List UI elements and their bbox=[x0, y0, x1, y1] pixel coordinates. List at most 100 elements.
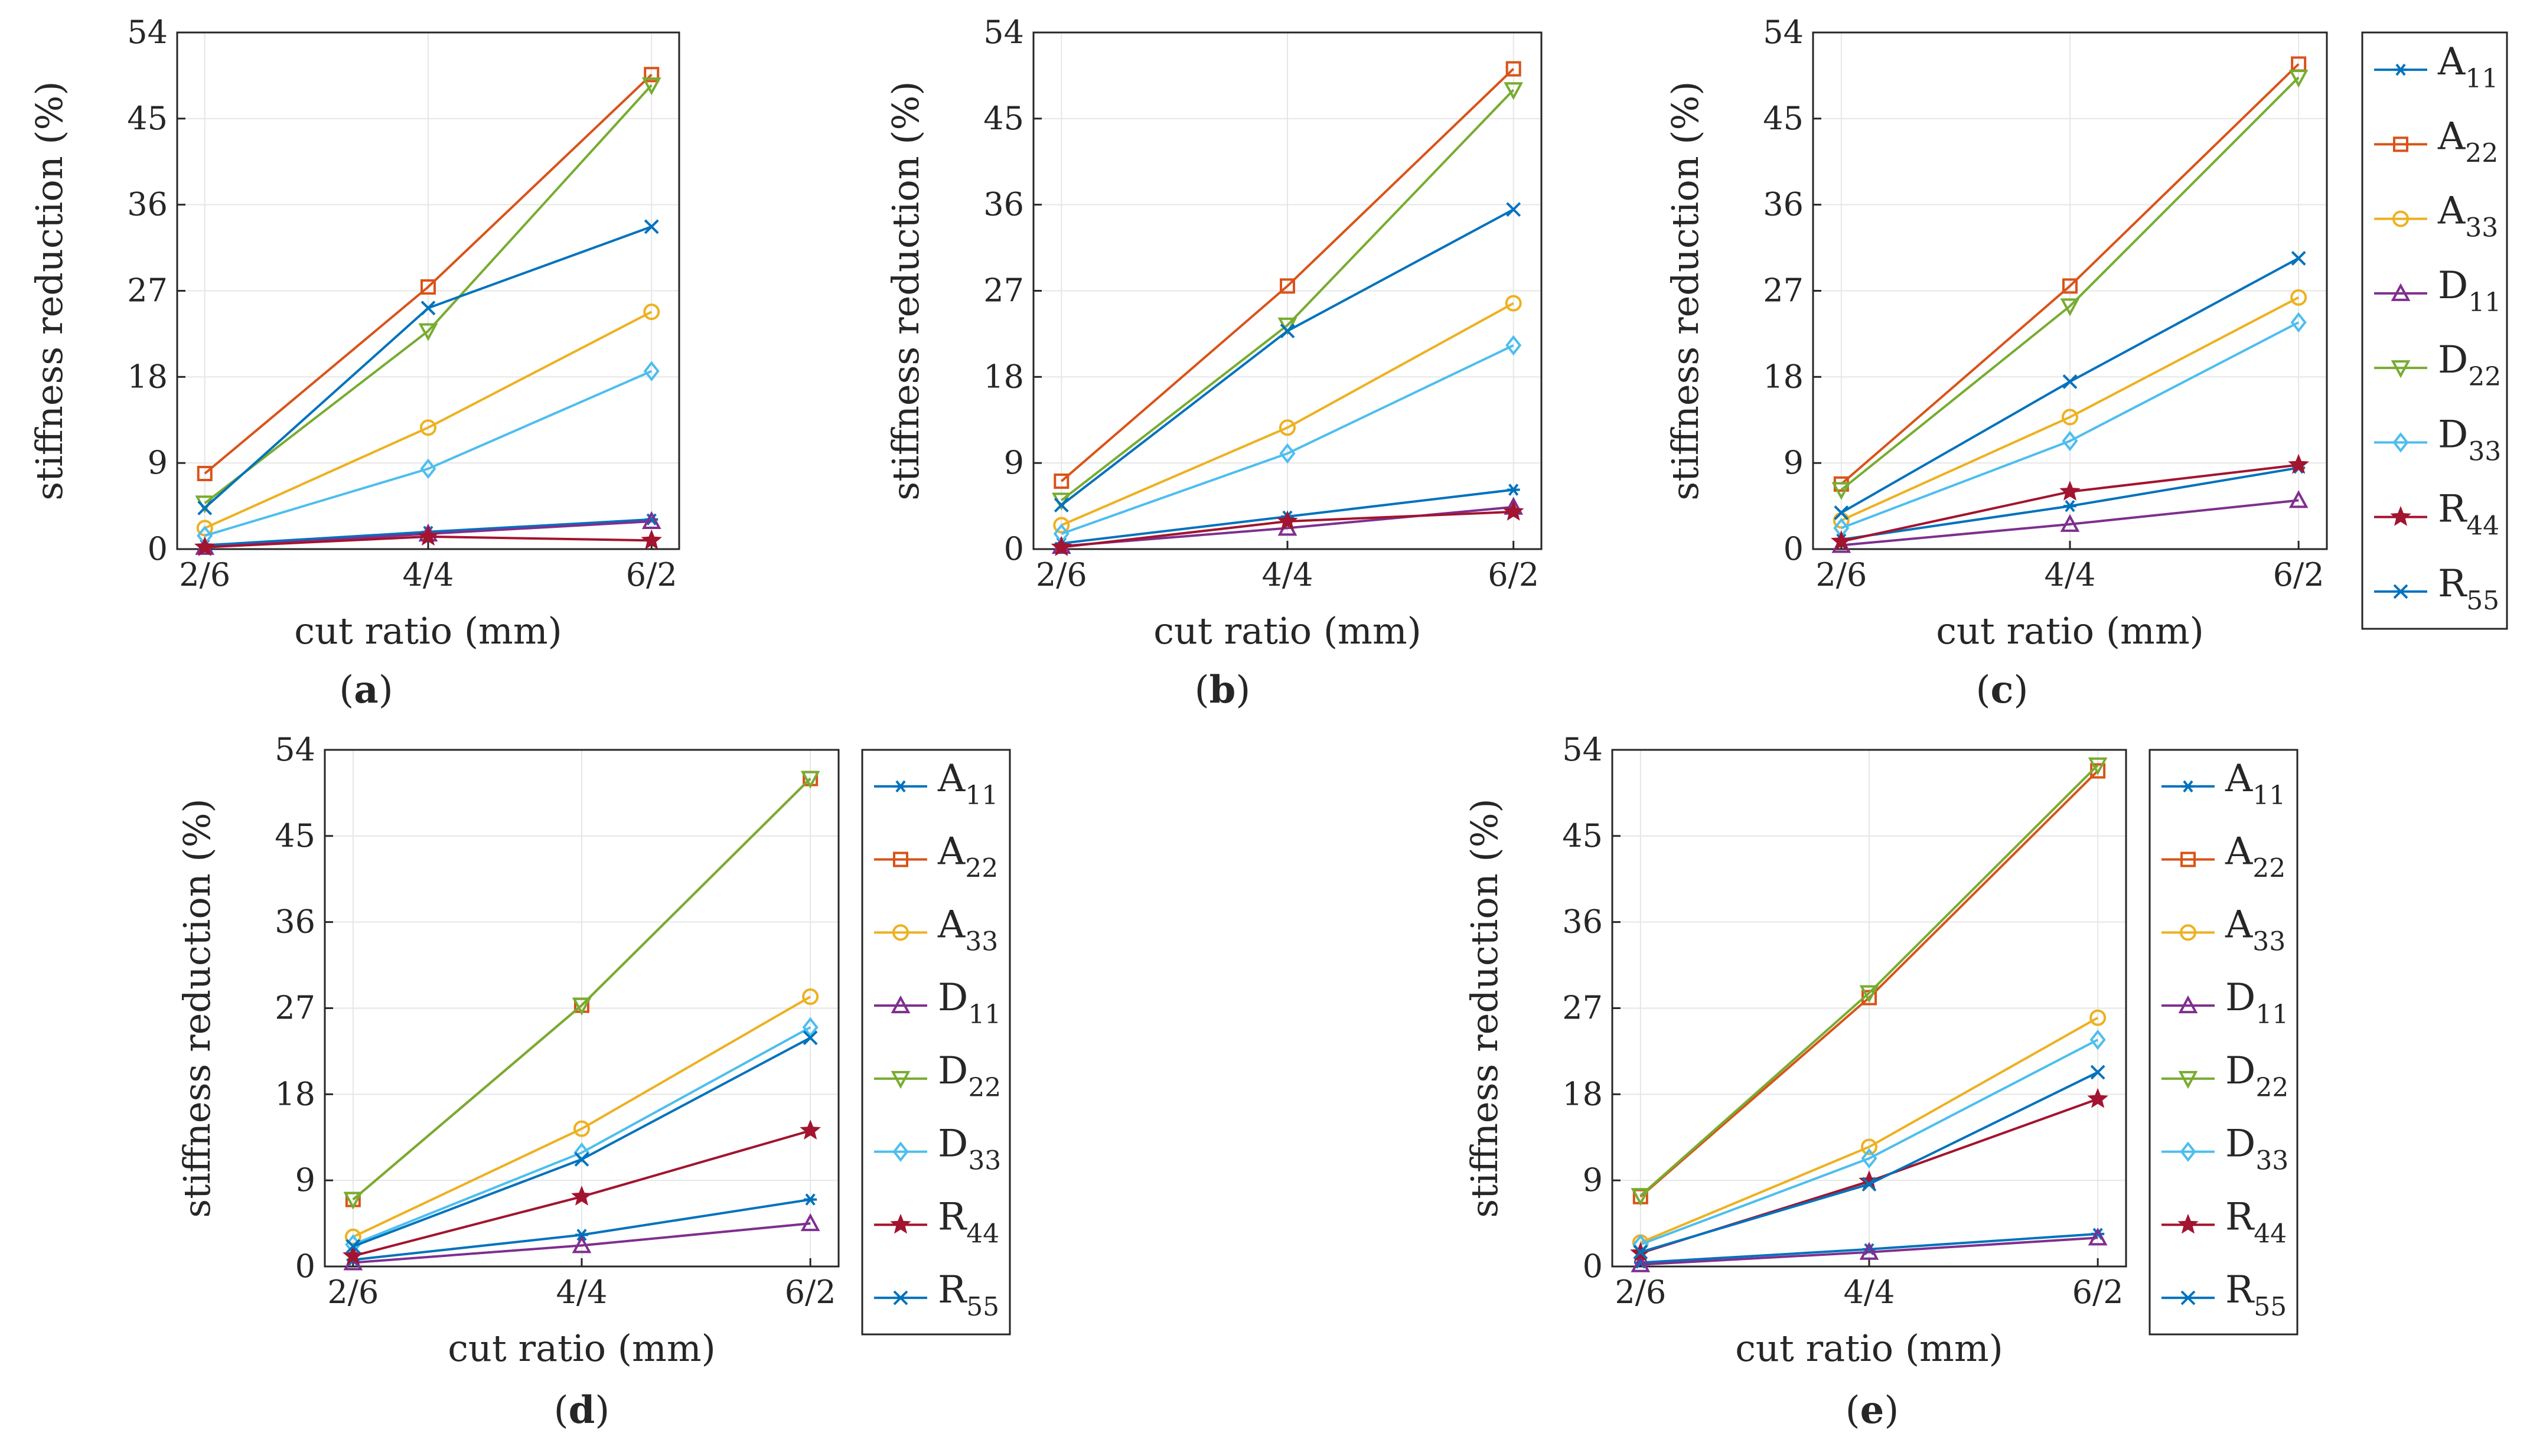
x-tick-label: 2/6 bbox=[327, 1274, 379, 1311]
data-point-d11 bbox=[572, 1235, 592, 1253]
panel-label: (d) bbox=[554, 1388, 610, 1432]
legend-label: D11 bbox=[2438, 264, 2501, 318]
panel-label: (c) bbox=[1976, 668, 2029, 712]
y-tick-label: 45 bbox=[1763, 100, 1804, 137]
y-tick-label: 9 bbox=[1583, 1161, 1603, 1199]
series-a33 bbox=[1053, 295, 1522, 534]
legend-label: D33 bbox=[2438, 413, 2501, 466]
data-point-a22 bbox=[644, 67, 660, 83]
legend-label: D22 bbox=[2225, 1049, 2288, 1103]
legend-label: D22 bbox=[2438, 338, 2501, 392]
data-point-a33 bbox=[573, 1120, 590, 1137]
y-tick-label: 9 bbox=[295, 1161, 315, 1199]
data-point-r55 bbox=[1506, 202, 1521, 217]
data-point-r55 bbox=[1861, 1177, 1877, 1192]
y-tick-label: 54 bbox=[127, 14, 168, 51]
series-r55 bbox=[1834, 250, 2306, 520]
data-point-a11 bbox=[804, 1193, 817, 1206]
legend-label: D33 bbox=[938, 1122, 1001, 1176]
x-axis-label: cut ratio (mm) bbox=[448, 1327, 716, 1370]
legend-marker-r44 bbox=[890, 1213, 911, 1234]
data-point-d11 bbox=[2088, 1228, 2108, 1246]
legend-item-d33: D33 bbox=[874, 1122, 1001, 1176]
series-r44 bbox=[343, 1119, 821, 1265]
legend-marker-r44 bbox=[2177, 1213, 2199, 1234]
data-point-a33 bbox=[1505, 295, 1522, 312]
legend-marker-a11 bbox=[2182, 780, 2195, 793]
y-tick-label: 0 bbox=[1004, 530, 1024, 567]
y-tick-label: 27 bbox=[983, 272, 1024, 309]
data-point-r44 bbox=[1051, 536, 1072, 556]
data-point-a33 bbox=[1861, 1138, 1877, 1155]
data-point-d22 bbox=[2288, 70, 2309, 88]
legend-item-r55: R55 bbox=[2374, 562, 2499, 616]
data-point-d33 bbox=[802, 1017, 819, 1038]
data-point-a22 bbox=[1280, 278, 1295, 294]
series-line-a33 bbox=[1061, 302, 1514, 527]
x-tick-label: 4/4 bbox=[1844, 1274, 1895, 1311]
legend-item-r44: R44 bbox=[2374, 488, 2499, 541]
x-axis-label: cut ratio (mm) bbox=[1936, 609, 2204, 652]
x-tick-label: 6/2 bbox=[785, 1274, 836, 1311]
series-d22 bbox=[1831, 70, 2309, 500]
data-point-r55 bbox=[2062, 374, 2078, 389]
data-point-r55 bbox=[644, 219, 659, 234]
legend-marker-r44 bbox=[2390, 505, 2411, 526]
series-r44 bbox=[1051, 501, 1524, 556]
legend-item-r44: R44 bbox=[2161, 1195, 2287, 1249]
y-axis-label: stiffness reduction (%) bbox=[884, 81, 927, 500]
legend-box bbox=[861, 749, 1011, 1336]
data-point-a33 bbox=[643, 303, 660, 321]
series-line-d22 bbox=[1061, 89, 1515, 501]
data-point-r44 bbox=[194, 536, 216, 556]
y-tick-label: 36 bbox=[127, 186, 168, 223]
series-r44 bbox=[194, 525, 663, 556]
data-point-d11 bbox=[1859, 1242, 1879, 1260]
data-point-r55 bbox=[1054, 498, 1069, 512]
data-point-r55 bbox=[345, 1239, 361, 1254]
data-point-a33 bbox=[2089, 1009, 2107, 1026]
x-tick-label: 4/4 bbox=[403, 556, 454, 593]
data-point-d11 bbox=[2288, 490, 2309, 508]
data-point-a33 bbox=[2062, 409, 2078, 426]
data-point-a33 bbox=[2290, 289, 2307, 306]
legend: A11 A22 A33 D11 D22 D33 R44 R55 bbox=[2148, 749, 2298, 1336]
y-tick-label: 27 bbox=[1763, 272, 1804, 309]
legend-item-d22: D22 bbox=[2374, 338, 2501, 392]
data-point-d11 bbox=[2060, 514, 2080, 532]
y-tick-label: 27 bbox=[1562, 990, 1603, 1027]
data-point-r55 bbox=[803, 1030, 818, 1046]
y-tick-label: 18 bbox=[983, 358, 1024, 395]
legend-label: A33 bbox=[2225, 903, 2286, 956]
series-line-d33 bbox=[1841, 321, 2300, 530]
legend-item-a33: A33 bbox=[2374, 190, 2498, 243]
y-tick-label: 45 bbox=[1562, 817, 1603, 854]
data-point-a11 bbox=[575, 1229, 588, 1241]
chart-panel-b: 0 9 18 27 36 45 54 2/6 4/4 6/2 cut ratio (mm) stiff… bbox=[884, 14, 1543, 712]
data-point-r55 bbox=[574, 1152, 589, 1167]
legend-marker-a33 bbox=[2180, 924, 2196, 941]
legend-label: R55 bbox=[2225, 1268, 2287, 1322]
legend-item-d11: D11 bbox=[2374, 264, 2501, 318]
legend-item-d22: D22 bbox=[874, 1049, 1001, 1103]
legend-item-a22: A22 bbox=[874, 830, 998, 884]
data-point-d22 bbox=[641, 77, 661, 96]
y-tick-label: 54 bbox=[983, 14, 1024, 51]
data-point-d33 bbox=[1505, 335, 1522, 356]
legend-label: A11 bbox=[2437, 40, 2498, 94]
legend-marker-a22 bbox=[2393, 136, 2408, 152]
legend-label: A11 bbox=[2225, 757, 2286, 811]
series-d11 bbox=[1631, 1228, 2108, 1272]
legend-label: R44 bbox=[938, 1195, 999, 1249]
series-line-d33 bbox=[204, 370, 653, 537]
series-line-a33 bbox=[353, 995, 811, 1238]
legend-marker-d22 bbox=[2178, 1070, 2198, 1089]
x-axis-label: cut ratio (mm) bbox=[1153, 609, 1422, 652]
x-axis-label: cut ratio (mm) bbox=[294, 609, 562, 652]
series-r55 bbox=[1054, 202, 1521, 512]
series-r55 bbox=[1633, 1065, 2105, 1260]
y-tick-label: 27 bbox=[275, 990, 315, 1027]
legend-marker-a22 bbox=[2180, 851, 2196, 867]
data-point-r55 bbox=[1280, 324, 1295, 338]
legend-label: R44 bbox=[2438, 488, 2499, 541]
